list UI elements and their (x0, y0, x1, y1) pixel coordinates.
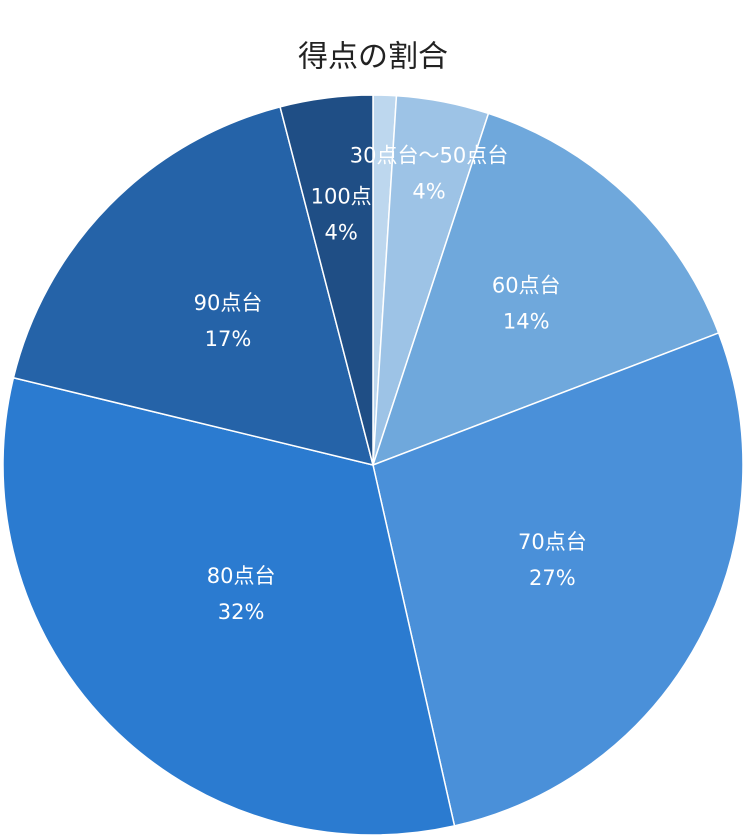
slice-label: 80点台 (207, 564, 276, 588)
pie-slice (372, 331, 744, 827)
slice-label: 100点 (311, 184, 372, 208)
chart-title: 得点の割合 (298, 40, 448, 75)
slice-value: 27% (529, 566, 576, 590)
slice-value: 14% (503, 309, 550, 333)
slice-value: 17% (205, 327, 252, 351)
pie-slice (12, 105, 375, 467)
slice-value: 4% (324, 220, 357, 244)
pie-slice (371, 112, 720, 467)
slice-label: 30点台〜50点台 (350, 143, 508, 167)
slice-value: 32% (218, 600, 265, 624)
pie-slice (2, 376, 456, 836)
slice-value: 4% (412, 179, 445, 203)
pie-slice (279, 94, 374, 466)
slice-label: 70点台 (518, 530, 587, 554)
slice-label: 90点台 (194, 291, 263, 315)
slice-label: 60点台 (492, 273, 561, 297)
